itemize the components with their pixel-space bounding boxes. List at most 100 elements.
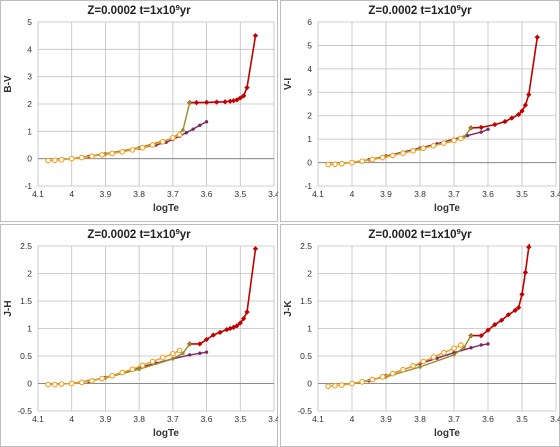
y-axis-title: V-I — [283, 78, 294, 90]
x-axis-title: logTe — [434, 428, 460, 439]
data-point — [119, 369, 126, 376]
chart-bv: 4.1 4 3.9 3.8 3.7 3.6 3.5 3.4 -1 0 1 2 3 4 5 logTe B-V Z=… — [0, 0, 278, 222]
data-point — [485, 327, 491, 333]
data-point — [534, 34, 541, 40]
data-point — [222, 99, 228, 105]
chart-title: Z=0.0002 t=1x109yr — [87, 227, 191, 241]
x-tick-label: 3.4 — [268, 414, 278, 424]
data-point — [430, 354, 437, 360]
data-point — [505, 311, 512, 318]
x-tick-label: 4.1 — [312, 414, 324, 424]
data-point — [498, 317, 505, 324]
y-tick-label: -0.5 — [297, 406, 312, 416]
data-point — [338, 160, 345, 167]
data-point — [359, 158, 366, 165]
data-point — [139, 144, 146, 151]
chart-jh: 4.1 4 3.9 3.8 3.7 3.6 3.5 3.4 -0.5 0 0.5 1 1.5 2 2.5 lo… — [0, 224, 278, 447]
data-point — [519, 291, 525, 298]
x-tick-label: 3.6 — [201, 414, 213, 424]
data-point — [379, 154, 386, 161]
y-tick-label: -1 — [24, 181, 32, 191]
data-point — [522, 269, 529, 276]
chart-jk: 4.1 4 3.9 3.8 3.7 3.6 3.5 3.4 -0.5 0 0.5 1 1.5 2 2.5 lo… — [280, 224, 560, 447]
chart-vi: 4.1 4 3.9 3.8 3.7 3.6 3.5 3.4 -1 0 1 2 3 4 5 6 logTe V-I Z… — [280, 0, 560, 222]
data-point — [478, 124, 484, 131]
data-point — [78, 379, 85, 386]
data-point — [486, 127, 490, 132]
data-point — [369, 156, 376, 163]
data-point — [52, 381, 58, 388]
y-axis-title: J-H — [3, 300, 14, 316]
x-tick-label: 3.8 — [133, 414, 145, 424]
y-tick-label: 2 — [307, 111, 312, 121]
data-point — [78, 154, 85, 161]
y-tick-label: 0 — [27, 154, 32, 164]
data-point — [420, 145, 427, 152]
data-point — [430, 142, 437, 149]
data-point — [188, 353, 192, 357]
series-layer — [325, 244, 532, 390]
y-tick-label: 0 — [307, 158, 312, 168]
series-layer — [45, 32, 259, 164]
y-tick-label: 0.5 — [300, 351, 312, 361]
y-tick-label: 3 — [307, 87, 312, 97]
data-point — [234, 97, 240, 103]
chart-title: Z=0.0002 t=1x109yr — [368, 3, 472, 17]
data-point — [338, 382, 345, 388]
data-point — [204, 120, 209, 124]
data-point — [234, 322, 240, 329]
data-point — [515, 111, 522, 118]
x-tick-label: 3.8 — [133, 189, 145, 199]
data-point — [389, 152, 396, 159]
data-point — [469, 346, 473, 350]
data-point — [109, 372, 116, 379]
data-point — [68, 155, 75, 162]
data-point — [522, 102, 529, 108]
data-point — [89, 377, 95, 384]
x-axis-title: logTe — [153, 203, 179, 214]
data-point — [515, 304, 522, 311]
x-tick-label: 3.9 — [100, 189, 112, 199]
x-tick-label: 3.6 — [201, 189, 213, 199]
data-point — [217, 329, 223, 336]
data-point — [379, 374, 386, 380]
data-point — [478, 332, 484, 339]
y-tick-label: 4 — [27, 44, 32, 54]
chart-title: Z=0.0002 t=1x109yr — [368, 227, 472, 241]
data-point — [509, 115, 515, 121]
x-tick-label: 3.4 — [550, 414, 560, 424]
y-tick-label: 2 — [307, 269, 312, 279]
data-point — [479, 130, 483, 134]
data-point — [171, 357, 175, 361]
data-point — [526, 244, 532, 250]
y-tick-label: 0 — [307, 379, 312, 389]
data-point — [203, 99, 210, 106]
y-tick-label: 6 — [307, 17, 312, 27]
data-point — [129, 147, 136, 153]
data-point — [191, 127, 195, 131]
data-point — [58, 156, 65, 163]
data-point — [486, 342, 490, 346]
y-axis-title: B-V — [3, 75, 14, 93]
series-vi-3 — [325, 135, 464, 168]
data-point — [349, 380, 355, 387]
data-point — [237, 320, 244, 326]
data-point — [325, 383, 332, 390]
x-tick-label: 3.5 — [516, 414, 528, 424]
data-point — [137, 367, 141, 371]
data-point — [237, 95, 244, 101]
data-point — [418, 365, 422, 369]
x-tick-label: 3.4 — [550, 189, 560, 199]
data-point — [244, 84, 250, 91]
gridlines — [37, 245, 275, 412]
y-tick-label: 0.5 — [20, 351, 32, 361]
x-tick-label: 4.1 — [32, 189, 44, 199]
x-tick-label: 3.6 — [482, 189, 494, 199]
series-jk-3 — [325, 342, 464, 390]
data-point — [188, 342, 192, 346]
y-tick-label: 3 — [27, 72, 32, 82]
data-point — [332, 161, 338, 168]
gridlines — [317, 21, 557, 187]
x-tick-label: 3.8 — [414, 414, 426, 424]
data-point — [252, 32, 259, 39]
